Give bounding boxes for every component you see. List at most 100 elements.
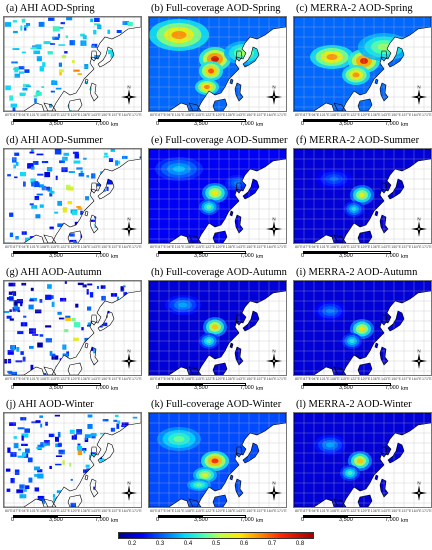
scale-bar-label: 7,000 (385, 517, 399, 523)
longitude-tick-label: 171°E (276, 509, 287, 513)
aod-map (293, 148, 432, 244)
longitude-tick-label: 157°E (401, 245, 412, 249)
longitude-tick-label: 80°E (150, 377, 158, 381)
longitude-tick-label: 108°E (330, 509, 340, 513)
scale-bar (303, 251, 391, 254)
longitude-tick-label: 143°E (380, 509, 391, 513)
scale-bar-segment (202, 119, 246, 122)
longitude-tick-label: 87°E (158, 113, 167, 117)
scale-bar-label: 3,500 (49, 253, 63, 259)
longitude-tick-label: 136°E (370, 245, 381, 249)
north-arrow-icon: N (119, 216, 139, 238)
scale-bar-segment (158, 251, 202, 254)
scale-bar (158, 383, 246, 386)
longitude-tick-label: 122°E (60, 245, 71, 249)
map-panel-1: (a) AHI AOD-Spring N 80°E 87°E 94°E 101°E 108°… (3, 2, 142, 130)
longitude-tick-label: 129°E (70, 509, 81, 513)
longitude-tick-label: 136°E (370, 113, 381, 117)
colorbar-tick-label: 0.5 (211, 541, 221, 547)
scale-bar-label: 3,500 (194, 517, 208, 523)
scale-bar-label: 3,500 (194, 121, 208, 127)
scale-bar-label: 3,500 (339, 385, 353, 391)
scale-bar-unit: km (111, 518, 119, 524)
scale-bar-segment (303, 383, 347, 386)
north-arrow-icon: N (264, 84, 284, 106)
longitude-tick-label: 136°E (80, 113, 91, 117)
map-panel-12: (l) MERRA-2 AOD-Winter N 80°E 87°E 94°E 101°E… (293, 398, 432, 526)
svg-text:N: N (417, 481, 420, 486)
longitude-tick-label: 115°E (50, 509, 60, 513)
longitude-tick-label: 87°E (13, 377, 22, 381)
longitude-tick-label: 164°E (266, 113, 277, 117)
longitude-tick-label: 157°E (111, 113, 122, 117)
graticule (4, 149, 141, 243)
longitude-tick-label: 164°E (121, 113, 132, 117)
longitude-tick-label: 129°E (360, 377, 371, 381)
longitude-tick-label: 171°E (276, 113, 287, 117)
coastline (294, 149, 431, 243)
coastline (149, 413, 286, 507)
colorbar-tick-label: 0.2 (127, 541, 137, 547)
scale-bar (303, 119, 391, 122)
longitude-tick-label: 157°E (401, 377, 412, 381)
longitude-tick-label: 143°E (90, 377, 101, 381)
aod-map (148, 16, 287, 112)
longitude-tick-label: 80°E (5, 113, 13, 117)
longitude-tick-label: 101°E (174, 245, 185, 249)
longitude-tick-label: 80°E (295, 113, 303, 117)
longitude-tick-label: 171°E (131, 113, 142, 117)
longitude-tick-label: 171°E (131, 377, 142, 381)
longitude-tick-label: 115°E (340, 377, 350, 381)
longitude-tick-label: 150°E (246, 377, 257, 381)
longitude-tick-label: 157°E (111, 509, 122, 513)
longitude-tick-label: 129°E (70, 113, 81, 117)
scale-bar-segment (303, 515, 347, 518)
longitude-tick-label: 150°E (246, 113, 257, 117)
longitude-tick-label: 157°E (256, 245, 267, 249)
scale-bar-segment (202, 383, 246, 386)
longitude-ticks: 80°E 87°E 94°E 101°E 108°E 115°E 122°E 129°E 136… (150, 245, 287, 249)
aod-map (148, 148, 287, 244)
longitude-tick-label: 143°E (235, 245, 246, 249)
longitude-ticks: 80°E 87°E 94°E 101°E 108°E 115°E 122°E 129°E 136… (295, 245, 432, 249)
longitude-tick-label: 129°E (70, 377, 81, 381)
longitude-tick-label: 87°E (13, 113, 22, 117)
longitude-tick-label: 157°E (111, 377, 122, 381)
map-panel-grid: (a) AHI AOD-Spring N 80°E 87°E 94°E 101°E 108°… (3, 2, 432, 530)
longitude-tick-label: 164°E (411, 245, 422, 249)
longitude-tick-label: 164°E (121, 509, 132, 513)
longitude-tick-label: 129°E (70, 245, 81, 249)
scale-bar-label: 0 (11, 121, 15, 127)
aod-map (148, 412, 287, 508)
longitude-tick-label: 101°E (319, 113, 330, 117)
aod-map (3, 148, 142, 244)
longitude-tick-label: 150°E (101, 509, 112, 513)
scale-bar-label: 0 (11, 517, 15, 523)
longitude-tick-label: 129°E (360, 245, 371, 249)
longitude-tick-label: 157°E (401, 509, 412, 513)
svg-text:N: N (417, 349, 420, 354)
longitude-tick-label: 157°E (256, 113, 267, 117)
longitude-tick-label: 115°E (50, 377, 60, 381)
coastline (4, 149, 141, 243)
coastline (294, 413, 431, 507)
longitude-tick-label: 80°E (150, 245, 158, 249)
scale-bar-unit: km (111, 254, 119, 260)
scale-bar-label: 0 (301, 517, 305, 523)
svg-text:N: N (417, 85, 420, 90)
scale-bar-label: 0 (156, 385, 160, 391)
scale-bar (158, 251, 246, 254)
longitude-tick-label: 122°E (60, 113, 71, 117)
scale-bar-label: 7,000 (240, 253, 254, 259)
longitude-tick-label: 136°E (225, 113, 236, 117)
scale-bar-segment (347, 119, 391, 122)
scale-bar-segment (13, 515, 57, 518)
scale-bar-unit: km (256, 254, 264, 260)
map-panel-10: (j) AHI AOD-Winter N 80°E 87°E 94°E 101°E 108°… (3, 398, 142, 526)
longitude-tick-label: 122°E (350, 509, 361, 513)
scale-bar-label: 7,000 (95, 121, 109, 127)
scale-bar-unit: km (256, 518, 264, 524)
longitude-tick-label: 80°E (5, 245, 13, 249)
longitude-tick-label: 80°E (5, 377, 13, 381)
longitude-tick-label: 150°E (101, 113, 112, 117)
